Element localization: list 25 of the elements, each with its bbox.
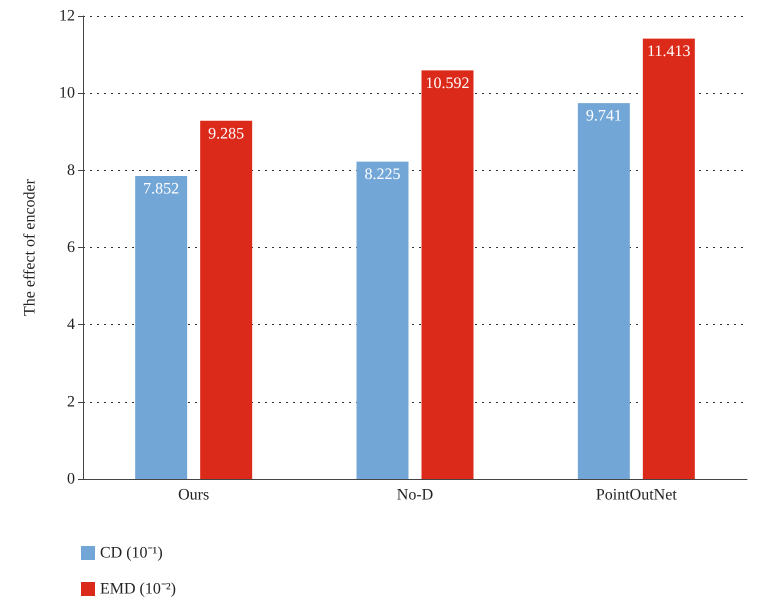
legend-label: CD (10⁻¹) [100, 544, 163, 562]
data-label: 9.285 [208, 125, 244, 142]
y-tick-label: 2 [67, 393, 75, 410]
legend-label: EMD (10⁻²) [100, 580, 176, 598]
bar [135, 176, 188, 479]
bar [356, 162, 408, 479]
y-tick-label: 4 [67, 316, 75, 334]
data-label: 8.225 [364, 166, 400, 184]
data-label: 7.852 [143, 180, 180, 198]
data-label: 10.592 [426, 74, 470, 92]
y-tick-label: 6 [67, 239, 75, 256]
y-tick-label: 0 [67, 470, 75, 488]
y-tick-label: 12 [59, 8, 75, 24]
x-tick-label: No-D [396, 486, 434, 504]
data-label: 9.741 [586, 108, 622, 125]
y-tick-label: 10 [59, 84, 75, 102]
x-tick-label: PointOutNet [596, 486, 678, 504]
y-tick-label: 8 [67, 162, 75, 179]
bar [200, 120, 252, 479]
bar [642, 38, 695, 479]
bar [422, 70, 474, 479]
x-tick-label: Ours [178, 486, 210, 504]
y-axis-title: The effect of encoder [22, 178, 38, 316]
bar [578, 103, 630, 479]
data-label: 11.413 [647, 43, 691, 60]
